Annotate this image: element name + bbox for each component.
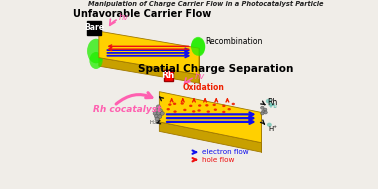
Ellipse shape bbox=[212, 104, 216, 106]
Ellipse shape bbox=[158, 115, 162, 119]
Text: H⁺: H⁺ bbox=[269, 126, 277, 132]
Ellipse shape bbox=[228, 108, 231, 110]
Ellipse shape bbox=[264, 111, 267, 114]
Ellipse shape bbox=[183, 109, 187, 111]
Ellipse shape bbox=[158, 109, 163, 112]
Ellipse shape bbox=[90, 52, 103, 69]
Ellipse shape bbox=[222, 111, 226, 113]
Text: Rh: Rh bbox=[267, 98, 277, 107]
Ellipse shape bbox=[192, 110, 195, 113]
Ellipse shape bbox=[232, 103, 235, 105]
Text: Spatial Charge Separation: Spatial Charge Separation bbox=[138, 64, 294, 74]
Text: Bare: Bare bbox=[84, 23, 104, 32]
Ellipse shape bbox=[167, 108, 170, 110]
Text: $\rm H_2O$: $\rm H_2O$ bbox=[149, 118, 161, 127]
Ellipse shape bbox=[222, 105, 226, 107]
Ellipse shape bbox=[191, 38, 205, 57]
Polygon shape bbox=[160, 92, 262, 143]
Text: Manipulation of Charge Carrier Flow in a Photocatalyst Particle: Manipulation of Charge Carrier Flow in a… bbox=[88, 1, 323, 7]
Ellipse shape bbox=[197, 109, 201, 112]
Ellipse shape bbox=[181, 102, 184, 105]
Text: H₂: H₂ bbox=[270, 103, 277, 109]
Ellipse shape bbox=[155, 109, 159, 112]
Text: electron flow: electron flow bbox=[202, 149, 248, 155]
Ellipse shape bbox=[160, 112, 164, 115]
Text: Oxidation: Oxidation bbox=[183, 83, 225, 92]
Ellipse shape bbox=[155, 117, 159, 121]
Text: Rh: Rh bbox=[161, 71, 175, 80]
Ellipse shape bbox=[263, 108, 267, 111]
Ellipse shape bbox=[207, 110, 210, 113]
Ellipse shape bbox=[168, 103, 172, 106]
Ellipse shape bbox=[191, 37, 205, 56]
Ellipse shape bbox=[189, 105, 192, 107]
Ellipse shape bbox=[174, 110, 177, 113]
Ellipse shape bbox=[156, 105, 161, 109]
Ellipse shape bbox=[155, 114, 159, 118]
FancyBboxPatch shape bbox=[87, 21, 101, 35]
Ellipse shape bbox=[153, 112, 157, 115]
Ellipse shape bbox=[261, 112, 264, 115]
Text: hv: hv bbox=[119, 13, 129, 22]
Ellipse shape bbox=[173, 103, 176, 105]
Polygon shape bbox=[99, 58, 199, 83]
Text: Recombination: Recombination bbox=[206, 37, 263, 46]
Ellipse shape bbox=[87, 39, 105, 63]
FancyBboxPatch shape bbox=[164, 70, 173, 81]
Ellipse shape bbox=[205, 104, 209, 107]
Ellipse shape bbox=[157, 112, 161, 115]
Text: hole flow: hole flow bbox=[202, 157, 234, 163]
Ellipse shape bbox=[268, 103, 273, 107]
Polygon shape bbox=[160, 122, 262, 152]
Ellipse shape bbox=[267, 123, 272, 127]
Polygon shape bbox=[99, 31, 199, 75]
Text: hv: hv bbox=[194, 72, 204, 81]
Ellipse shape bbox=[261, 106, 264, 109]
Text: Unfavorable Carrier Flow: Unfavorable Carrier Flow bbox=[73, 9, 211, 19]
Ellipse shape bbox=[198, 104, 201, 107]
Ellipse shape bbox=[266, 99, 271, 104]
Ellipse shape bbox=[262, 110, 265, 113]
Text: Rh cocatalyst: Rh cocatalyst bbox=[93, 105, 161, 114]
Ellipse shape bbox=[214, 108, 217, 111]
